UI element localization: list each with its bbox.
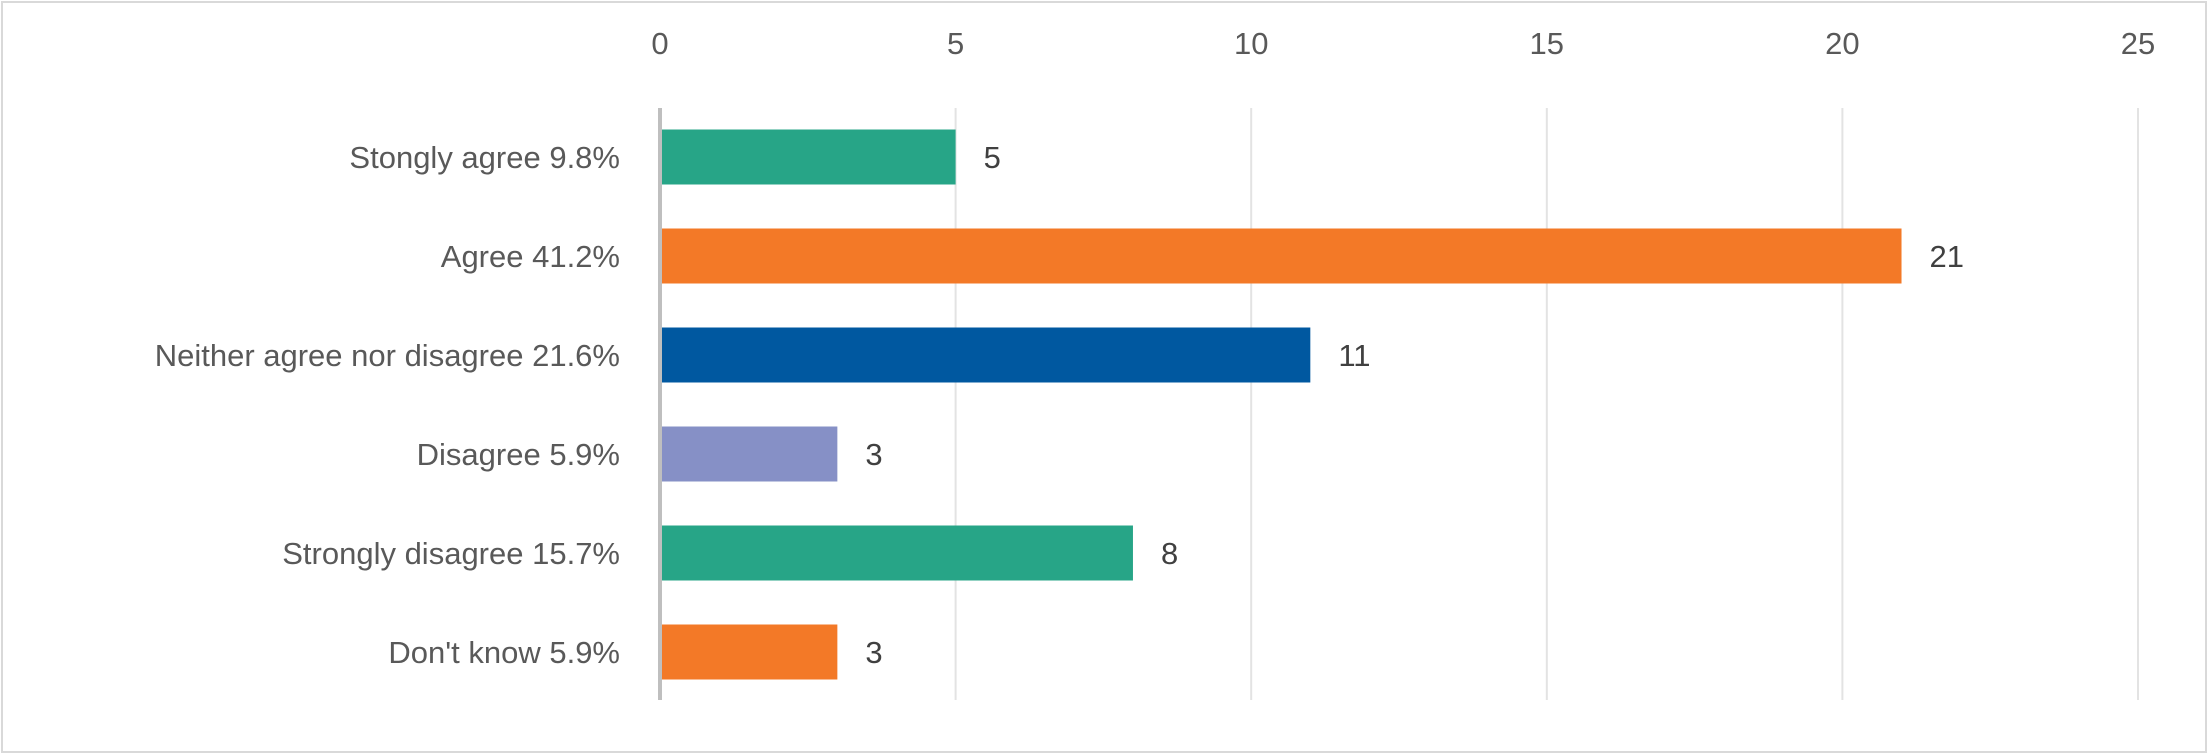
bar: [660, 624, 838, 680]
x-axis-tick-labels: 0 5 10 15 20 25: [651, 26, 2155, 61]
category-label: Don't know 5.9%: [388, 635, 620, 670]
x-tick-label: 15: [1530, 26, 1564, 61]
data-label: 21: [1930, 239, 1964, 274]
data-label: 3: [865, 437, 882, 472]
bars: [660, 129, 1902, 680]
data-labels: 5 21 11 3 8 3: [865, 140, 1964, 670]
category-labels: Stongly agree 9.8% Agree 41.2% Neither agr…: [155, 140, 620, 670]
category-label: Strongly disagree 15.7%: [282, 536, 620, 571]
bar: [660, 129, 956, 185]
bar: [660, 327, 1311, 383]
x-tick-label: 0: [651, 26, 668, 61]
data-label: 5: [984, 140, 1001, 175]
category-label: Neither agree nor disagree 21.6%: [155, 338, 620, 373]
x-tick-label: 10: [1234, 26, 1268, 61]
gridlines: [954, 108, 2139, 700]
bar: [660, 426, 838, 482]
bar: [660, 228, 1902, 284]
x-tick-label: 5: [947, 26, 964, 61]
category-label: Stongly agree 9.8%: [349, 140, 620, 175]
x-tick-label: 20: [1825, 26, 1859, 61]
category-label: Disagree 5.9%: [417, 437, 620, 472]
data-label: 11: [1338, 338, 1370, 373]
data-label: 8: [1161, 536, 1178, 571]
data-label: 3: [865, 635, 882, 670]
bar: [660, 525, 1133, 581]
x-tick-label: 25: [2121, 26, 2155, 61]
category-label: Agree 41.2%: [441, 239, 620, 274]
